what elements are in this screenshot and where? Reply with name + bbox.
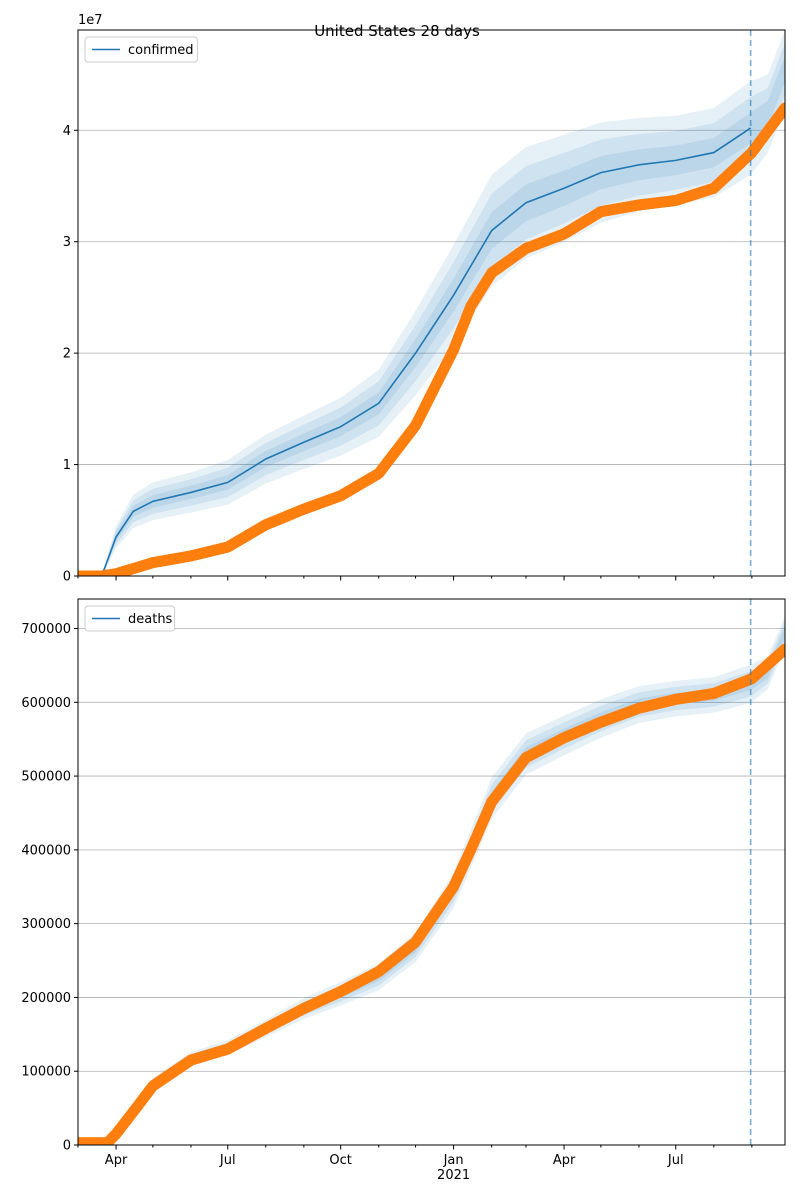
legend-label: confirmed [128, 43, 194, 58]
uncertainty-band [78, 81, 751, 576]
y-tick-label: 0 [63, 570, 71, 585]
model-line-confirmed [78, 127, 752, 576]
x-tick-label: Jul [219, 1153, 236, 1168]
uncertainty-band [78, 664, 751, 1145]
model-line-deaths [78, 683, 751, 1145]
y-tick-label: 100000 [21, 1065, 71, 1080]
observed-series [78, 643, 785, 1145]
y-tick-label: 400000 [21, 843, 71, 858]
y-tick-label: 2 [63, 347, 71, 362]
axes-frame [77, 29, 786, 577]
y-tick-label: 300000 [21, 917, 71, 932]
x-tick-label: Apr [553, 1153, 576, 1168]
figure-title: United States 28 days [314, 22, 480, 40]
observed-point [779, 643, 785, 655]
uncertainty-band [78, 112, 751, 576]
x-year-label: 2021 [437, 1168, 470, 1183]
x-tick-label: Apr [105, 1153, 128, 1168]
x-tick-label: Jul [667, 1153, 684, 1168]
y-tick-label: 0 [63, 1139, 71, 1154]
y-tick-label: 1 [63, 458, 71, 473]
x-tick-label: Jan [443, 1153, 464, 1168]
uncertainty-band [750, 43, 785, 159]
legend: confirmed [84, 36, 198, 63]
y-tick-label: 700000 [21, 622, 71, 637]
uncertainty-band [78, 97, 751, 576]
x-tick-label: Oct [329, 1153, 351, 1168]
observed-point [779, 102, 785, 114]
legend-box [84, 605, 176, 632]
y-tick-label: 500000 [21, 770, 71, 785]
y-tick-label: 4 [63, 124, 71, 139]
observed-series [78, 102, 785, 576]
axes-frame [77, 598, 786, 1146]
y-tick-label: 600000 [21, 696, 71, 711]
legend-box [84, 36, 198, 63]
legend-label: deaths [128, 612, 173, 627]
y-tick-label: 3 [63, 235, 71, 250]
confirmed-chart: 0 1 2 3 4 1e7 confirmed [63, 13, 786, 585]
legend: deaths [84, 605, 176, 632]
y-tick-label: 200000 [21, 991, 71, 1006]
y-offset-label: 1e7 [78, 13, 103, 28]
deaths-chart: 0 100000 200000 300000 400000 500000 600000 700… [21, 598, 786, 1183]
uncertainty-band [750, 56, 785, 144]
